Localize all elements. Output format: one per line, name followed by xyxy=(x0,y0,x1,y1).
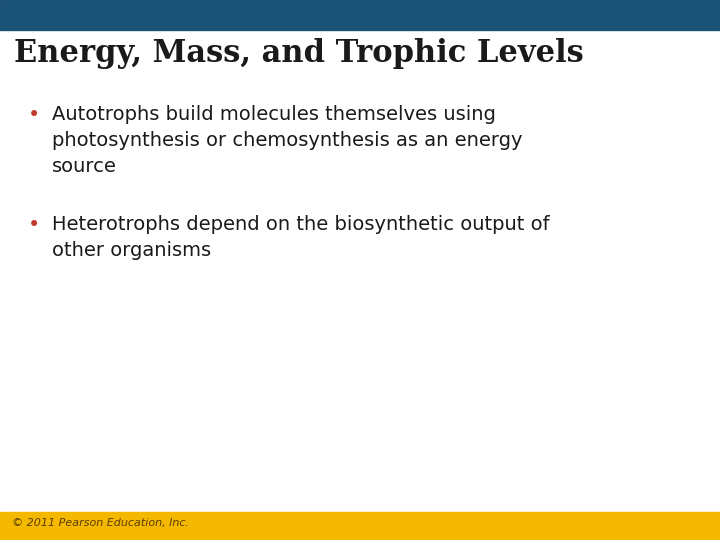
Text: •: • xyxy=(28,105,40,125)
Text: Energy, Mass, and Trophic Levels: Energy, Mass, and Trophic Levels xyxy=(14,38,584,69)
Text: © 2011 Pearson Education, Inc.: © 2011 Pearson Education, Inc. xyxy=(12,518,189,528)
Bar xyxy=(0,512,720,540)
Text: •: • xyxy=(28,215,40,235)
Bar xyxy=(0,0,720,30)
Text: Heterotrophs depend on the biosynthetic output of
other organisms: Heterotrophs depend on the biosynthetic … xyxy=(52,215,549,260)
Text: Autotrophs build molecules themselves using
photosynthesis or chemosynthesis as : Autotrophs build molecules themselves us… xyxy=(52,105,523,176)
